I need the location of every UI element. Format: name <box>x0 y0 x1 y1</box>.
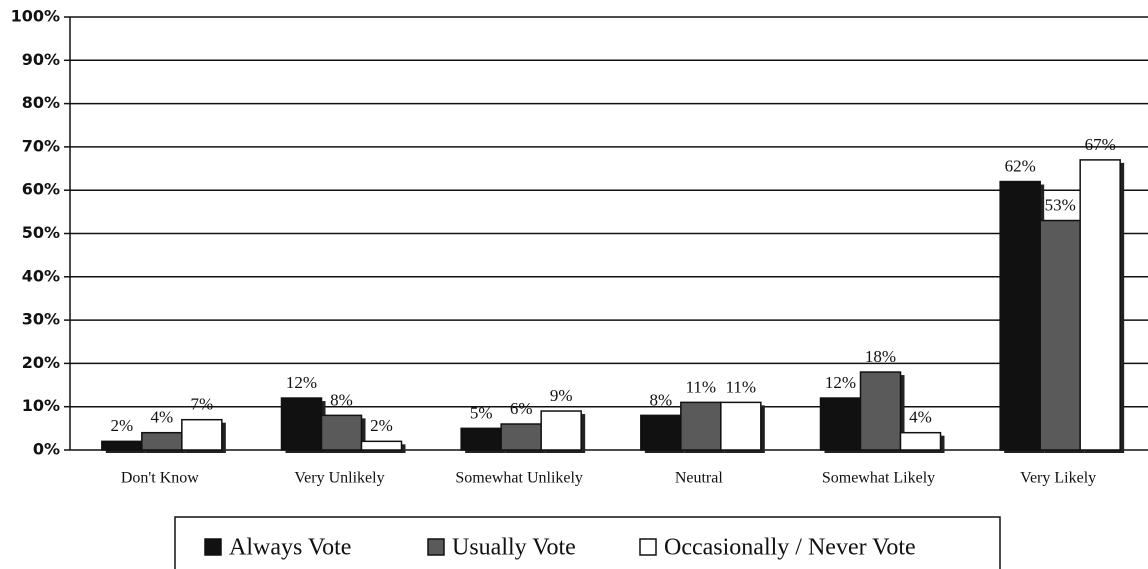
bar <box>500 423 542 451</box>
bar <box>360 440 403 451</box>
bar <box>819 397 862 451</box>
bar <box>101 440 143 451</box>
bar <box>540 410 582 451</box>
x-tick-label: Don't Know <box>121 470 199 487</box>
value-label: 12% <box>286 373 317 392</box>
y-tick-label: 40% <box>22 266 60 285</box>
legend-label: Occasionally / Never Vote <box>664 535 916 561</box>
x-tick-label: Somewhat Unlikely <box>455 470 583 487</box>
value-label: 9% <box>550 386 573 405</box>
bar <box>640 414 682 451</box>
value-label: 7% <box>190 395 213 414</box>
bar <box>1039 219 1081 451</box>
bar <box>320 414 363 451</box>
value-label: 4% <box>150 408 173 427</box>
y-tick-label: 50% <box>22 223 60 242</box>
y-tick-label: 10% <box>22 396 60 415</box>
value-label: 6% <box>510 399 533 418</box>
x-tick-label: Very Unlikely <box>294 470 384 487</box>
x-tick-label: Neutral <box>675 470 724 487</box>
bar <box>720 401 762 451</box>
bar <box>859 371 902 451</box>
y-tick-label: 100% <box>11 7 60 26</box>
y-tick-label: 20% <box>22 353 60 372</box>
value-label: 11% <box>726 377 757 396</box>
value-label: 53% <box>1045 195 1076 214</box>
value-label: 12% <box>825 373 856 392</box>
bar <box>999 180 1041 451</box>
bar <box>460 427 502 451</box>
legend-swatch <box>204 538 222 556</box>
bar <box>1079 159 1121 451</box>
x-tick-label: Very Likely <box>1020 470 1096 487</box>
y-tick-label: 70% <box>22 136 60 155</box>
bar <box>680 401 722 451</box>
value-label: 8% <box>330 390 353 409</box>
legend-label: Always Vote <box>229 535 351 561</box>
bar <box>280 397 323 451</box>
y-tick-label: 0% <box>33 440 60 459</box>
y-tick-label: 80% <box>22 93 60 112</box>
y-tick-label: 90% <box>22 50 60 69</box>
value-label: 2% <box>370 416 393 435</box>
legend-label: Usually Vote <box>452 535 576 561</box>
y-tick-label: 60% <box>22 180 60 199</box>
value-label: 11% <box>686 377 717 396</box>
value-label: 5% <box>470 403 493 422</box>
legend-box <box>174 516 1001 569</box>
value-label: 8% <box>649 390 672 409</box>
legend-swatch <box>427 538 445 556</box>
legend-swatch <box>639 538 657 556</box>
value-label: 2% <box>110 416 133 435</box>
value-label: 18% <box>865 347 896 366</box>
bar <box>899 431 942 451</box>
value-label: 67% <box>1085 135 1116 154</box>
bar <box>181 418 223 451</box>
value-label: 62% <box>1005 156 1036 175</box>
y-tick-label: 30% <box>22 310 60 329</box>
bar <box>141 431 183 451</box>
value-label: 4% <box>909 408 932 427</box>
x-tick-label: Somewhat Likely <box>822 470 935 487</box>
